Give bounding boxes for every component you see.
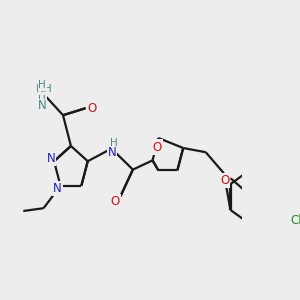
Text: O: O (152, 140, 161, 154)
Text: N: N (46, 152, 55, 165)
Text: O: O (87, 102, 97, 115)
Text: N: N (38, 99, 46, 112)
Text: NH: NH (36, 84, 52, 94)
Text: H: H (110, 138, 118, 148)
Text: O: O (110, 195, 119, 208)
Text: H: H (38, 80, 46, 90)
Text: H: H (38, 91, 46, 101)
Text: N: N (53, 182, 62, 195)
Text: Cl: Cl (290, 214, 300, 227)
Text: O: O (220, 174, 229, 187)
Text: N: N (108, 146, 117, 159)
